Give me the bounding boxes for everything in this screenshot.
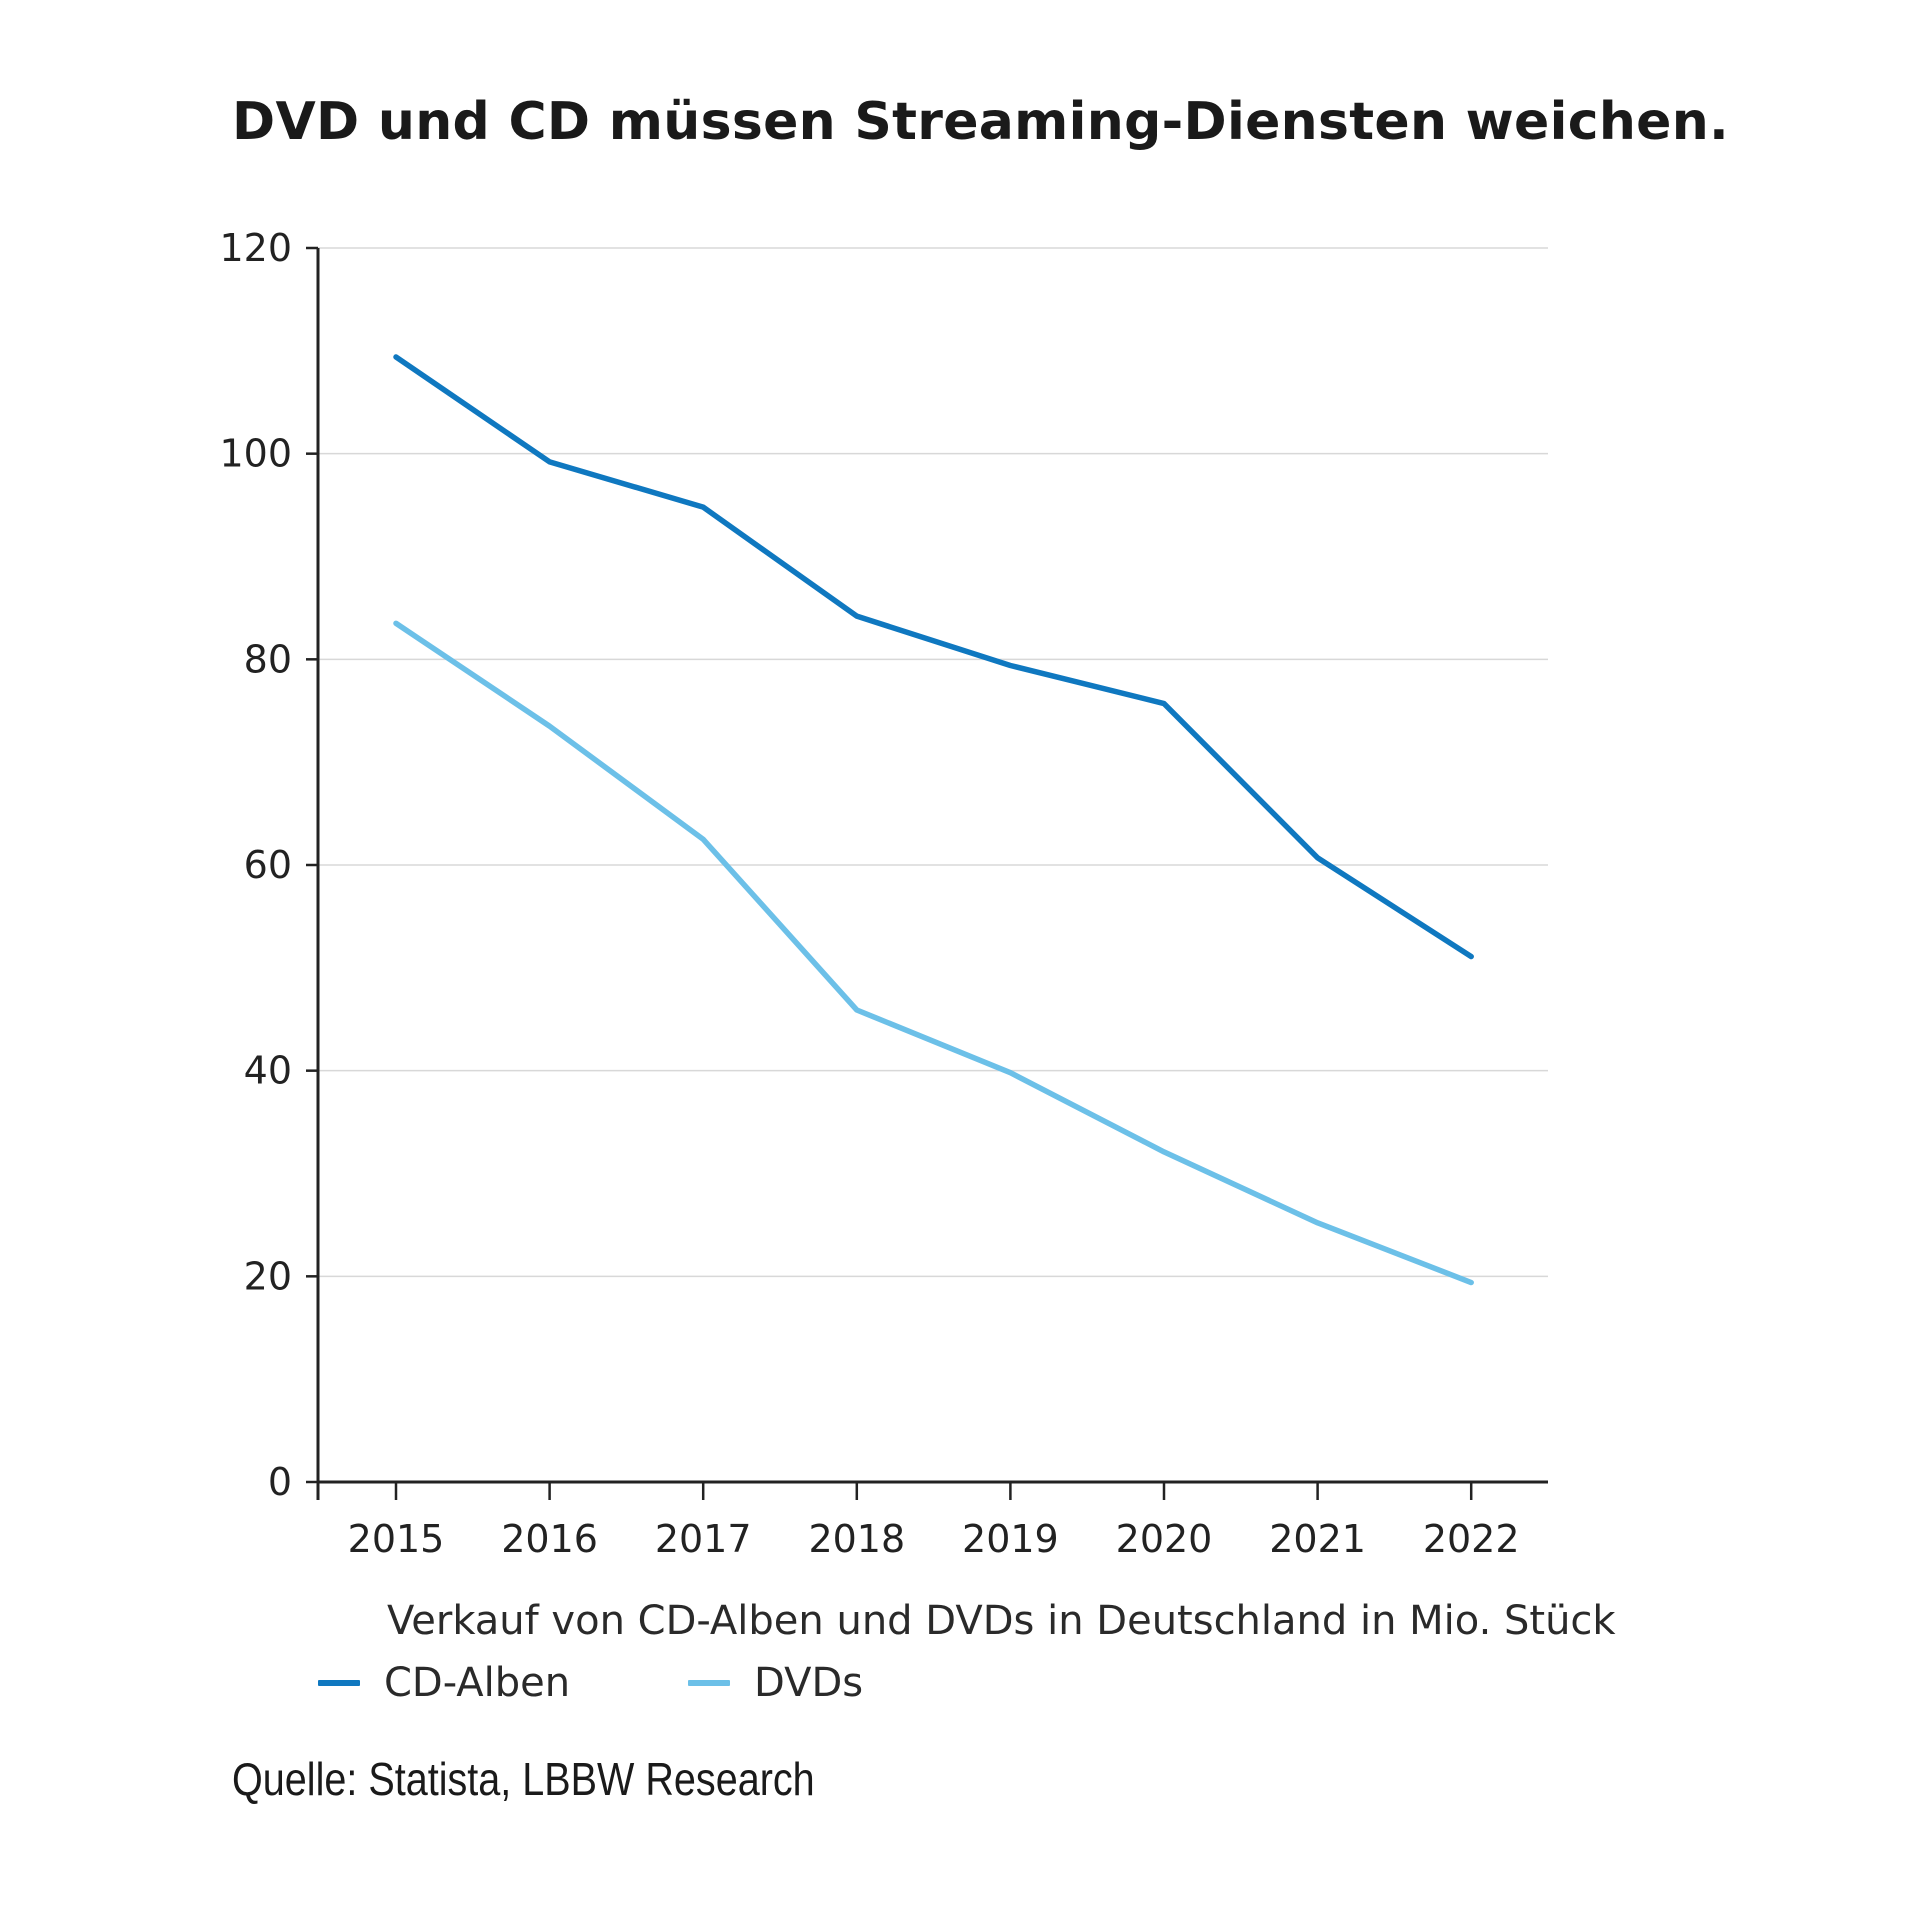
legend-swatch-cd-alben <box>318 1680 360 1686</box>
legend-label-cd-alben: CD-Alben <box>384 1660 571 1706</box>
y-tick-label-60: 60 <box>244 843 292 887</box>
axes <box>306 246 1548 1500</box>
x-tick-label-2019: 2019 <box>962 1517 1059 1561</box>
chart-title: DVD und CD müssen Streaming-Diensten wei… <box>232 92 1730 152</box>
x-tick-label-2017: 2017 <box>655 1517 752 1561</box>
series-line-cd-alben <box>393 354 1474 960</box>
legend-item-cd-alben: CD-Alben <box>318 1660 570 1706</box>
x-tick-label-2022: 2022 <box>1423 1517 1520 1561</box>
chart-caption: Verkauf von CD-Alben und DVDs in Deutsch… <box>387 1598 1616 1644</box>
x-tick-label-2020: 2020 <box>1116 1517 1213 1561</box>
x-tick-label-2016: 2016 <box>501 1517 598 1561</box>
gridlines <box>318 247 1548 1278</box>
y-tick-label-20: 20 <box>244 1254 292 1298</box>
chart-source: Quelle: Statista, LBBW Research <box>232 1753 815 1805</box>
series-line-dvds <box>393 620 1474 1286</box>
x-tick-label-2018: 2018 <box>808 1517 905 1561</box>
legend-swatch-dvds <box>688 1680 730 1686</box>
series-lines <box>393 354 1474 1286</box>
x-tick-label-2021: 2021 <box>1269 1517 1366 1561</box>
legend-label-dvds: DVDs <box>754 1660 864 1706</box>
legend-item-dvds: DVDs <box>688 1660 863 1706</box>
tick-labels: 0 20 40 60 80 100 120 2015 2016 2017 2018 2019 2020 2… <box>219 226 1519 1561</box>
y-tick-label-40: 40 <box>244 1049 292 1093</box>
x-tick-label-2015: 2015 <box>348 1517 445 1561</box>
y-tick-label-120: 120 <box>219 226 292 270</box>
y-tick-label-0: 0 <box>268 1460 292 1504</box>
y-tick-label-100: 100 <box>219 432 292 476</box>
y-tick-label-80: 80 <box>244 637 292 681</box>
